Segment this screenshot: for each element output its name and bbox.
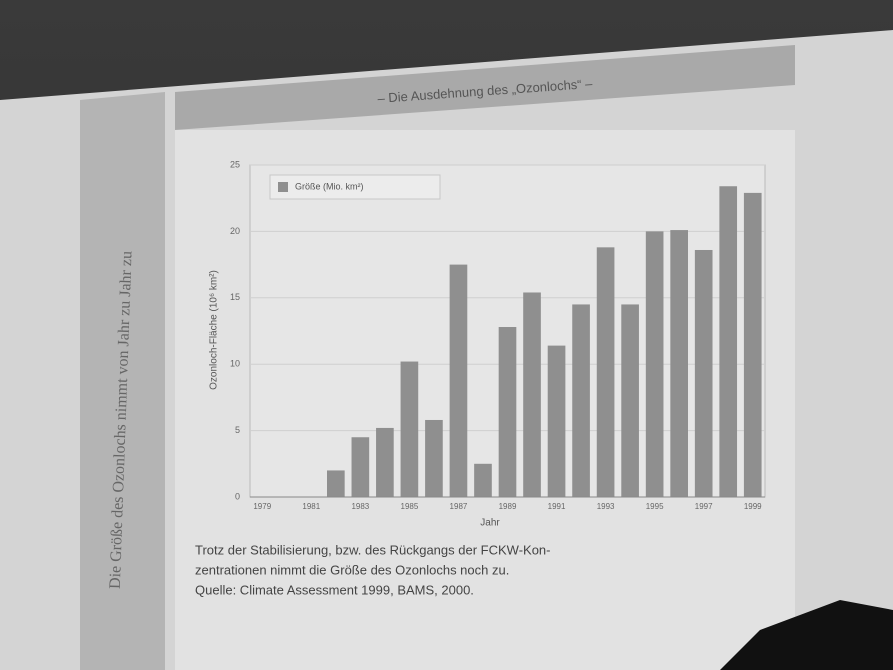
bar bbox=[474, 464, 492, 497]
screen: – Die Ausdehnung des „Ozonlochs“ – Die G… bbox=[0, 0, 893, 670]
bar bbox=[670, 230, 688, 497]
bar bbox=[621, 304, 639, 497]
bar bbox=[548, 346, 566, 497]
bar bbox=[425, 420, 443, 497]
caption-line: zentrationen nimmt die Größe des Ozonloc… bbox=[195, 562, 509, 577]
x-tick-label: 1981 bbox=[302, 502, 320, 511]
x-axis-label: Jahr bbox=[480, 518, 500, 529]
x-tick-label: 1983 bbox=[351, 502, 369, 511]
caption-line: Trotz der Stabilisierung, bzw. des Rückg… bbox=[195, 542, 550, 557]
y-tick-label: 0 bbox=[235, 491, 240, 501]
bar bbox=[646, 231, 664, 497]
bar bbox=[327, 470, 345, 497]
y-tick-label: 5 bbox=[235, 425, 240, 435]
x-tick-label: 1991 bbox=[548, 502, 566, 511]
bar bbox=[450, 265, 468, 497]
bar bbox=[695, 250, 713, 497]
bar bbox=[572, 304, 590, 497]
bar bbox=[523, 292, 541, 497]
bar bbox=[719, 186, 737, 497]
x-tick-label: 1999 bbox=[744, 502, 762, 511]
y-tick-label: 25 bbox=[230, 159, 240, 169]
x-tick-label: 1995 bbox=[646, 502, 664, 511]
y-tick-label: 15 bbox=[230, 292, 240, 302]
bar bbox=[499, 327, 517, 497]
bar bbox=[401, 362, 419, 497]
legend-swatch bbox=[278, 182, 288, 192]
x-tick-label: 1987 bbox=[450, 502, 468, 511]
bar bbox=[597, 247, 615, 497]
x-tick-label: 1985 bbox=[401, 502, 419, 511]
bar bbox=[352, 437, 370, 497]
y-tick-label: 20 bbox=[230, 226, 240, 236]
page: {"slide": {"title": "– Die Ausdehnung de… bbox=[0, 0, 893, 670]
caption-line: Quelle: Climate Assessment 1999, BAMS, 2… bbox=[195, 582, 474, 597]
bar bbox=[744, 193, 762, 497]
x-tick-label: 1979 bbox=[253, 502, 271, 511]
y-tick-label: 10 bbox=[230, 359, 240, 369]
x-tick-label: 1993 bbox=[597, 502, 615, 511]
x-tick-label: 1997 bbox=[695, 502, 713, 511]
legend-label: Größe (Mio. km²) bbox=[295, 181, 364, 191]
bar bbox=[376, 428, 394, 497]
x-tick-label: 1989 bbox=[499, 502, 517, 511]
y-axis-label: Ozonloch-Fläche (10⁶ km²) bbox=[209, 270, 220, 390]
